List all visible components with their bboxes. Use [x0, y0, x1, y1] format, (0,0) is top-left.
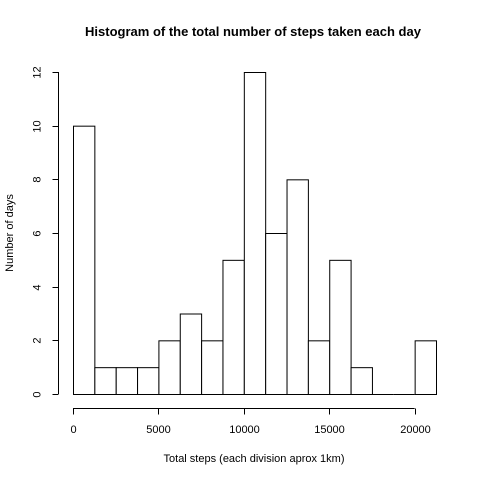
- histogram-bar: [222, 259, 245, 396]
- x-tick-label: 20000: [400, 424, 431, 436]
- histogram-bar: [350, 367, 373, 395]
- histogram-bar: [158, 340, 181, 396]
- y-tick-label: 10: [32, 120, 44, 132]
- x-tick-label: 10000: [229, 424, 260, 436]
- histogram-bar: [414, 340, 438, 396]
- y-axis-label: Number of days: [4, 194, 16, 272]
- y-tick-label: 8: [32, 176, 44, 182]
- y-tick-label: 12: [32, 66, 44, 78]
- histogram-bar: [307, 340, 331, 396]
- histogram-bar: [94, 367, 117, 395]
- x-tick-label: 5000: [146, 424, 170, 436]
- y-tick-label: 4: [32, 284, 44, 290]
- y-tick-label: 6: [32, 230, 44, 236]
- histogram-bar: [243, 72, 267, 395]
- chart-title: Histogram of the total number of steps t…: [85, 24, 422, 39]
- y-axis: 0 2 4 6 8 10 12: [32, 66, 59, 398]
- x-tick-label: 0: [70, 424, 76, 436]
- histogram-bar: [115, 367, 139, 395]
- histogram-bar: [73, 125, 96, 396]
- histogram-bar: [329, 259, 352, 396]
- histogram-bar: [265, 233, 288, 395]
- histogram-bar: [179, 313, 203, 395]
- y-tick-label: 2: [32, 337, 44, 343]
- histogram-bar: [201, 340, 224, 396]
- bars-group: [73, 72, 438, 396]
- x-axis-label: Total steps (each division aprox 1km): [164, 453, 345, 465]
- x-axis: 0 5000 10000 15000 20000: [70, 408, 431, 436]
- histogram-bar: [286, 179, 309, 395]
- y-tick-label: 0: [32, 391, 44, 397]
- histogram-bar: [137, 367, 160, 395]
- x-tick-label: 15000: [314, 424, 345, 436]
